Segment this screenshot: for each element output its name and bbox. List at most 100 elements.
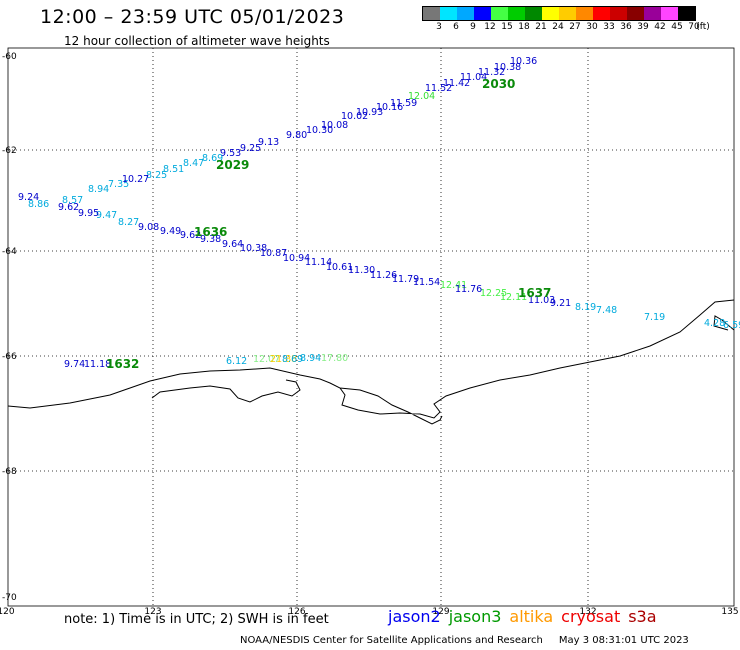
pass-time-label: 2030 xyxy=(482,77,515,91)
wave-height-label: 9.64 xyxy=(222,239,243,250)
pass-time-label: 1632 xyxy=(106,357,139,371)
legend-tick-label: 36 xyxy=(620,22,632,32)
latitude-tick-label: -60 xyxy=(2,52,17,62)
wave-height-label: 21.88 xyxy=(270,354,297,365)
wave-height-label: 12.04 xyxy=(408,91,435,102)
map-frame xyxy=(7,47,735,607)
pass-time-label: 2029 xyxy=(216,158,249,172)
latitude-tick-label: -62 xyxy=(2,146,17,156)
wave-height-label: 8.86 xyxy=(28,199,49,210)
legend-swatch xyxy=(610,7,627,20)
wave-height-label: 8.57 xyxy=(62,195,83,206)
wave-height-label: 6.59 xyxy=(723,320,740,331)
longitude-tick-label: 132 xyxy=(579,607,596,617)
graticule xyxy=(8,48,734,606)
wave-height-label: 9.95 xyxy=(78,208,99,219)
wave-height-label: 8.47 xyxy=(183,158,204,169)
wave-height-label: 10.30 xyxy=(306,125,333,136)
legend-swatch xyxy=(644,7,661,20)
wave-height-label: 10.38 xyxy=(240,243,267,254)
wave-height-label: 11.04 xyxy=(460,72,487,83)
wave-height-label: 11.59 xyxy=(390,98,417,109)
wave-height-label: 10.61 xyxy=(326,262,353,273)
legend-tick-label: 30 xyxy=(586,22,598,32)
wave-height-label: 11.26 xyxy=(370,270,397,281)
legend-tick-label: 12 xyxy=(484,22,496,32)
legend-tick-label: 33 xyxy=(603,22,615,32)
wave-height-label: 12.25 xyxy=(480,288,507,299)
color-legend: 3 6 9 12 15 18 21 24 27 30 33 36 39 42 45 70 (ft) xyxy=(422,6,710,35)
wave-height-label: 8.69 xyxy=(282,354,303,365)
wave-height-label: 4.28 xyxy=(704,318,725,329)
wave-height-label: 12.11 xyxy=(500,292,527,303)
footnote: note: 1) Time is in UTC; 2) SWH is in fe… xyxy=(64,612,329,627)
map-subtitle: 12 hour collection of altimeter wave hei… xyxy=(64,34,330,48)
wave-height-label: 10.93 xyxy=(356,107,383,118)
credit-line: NOAA/NESDIS Center for Satellite Applica… xyxy=(240,635,689,646)
wave-height-label: 11.32 xyxy=(478,67,505,78)
wave-height-label: 8.27 xyxy=(118,217,139,228)
wave-height-label: 9.38 xyxy=(200,234,221,245)
wave-height-label: 11.03 xyxy=(528,295,555,306)
wave-height-label: 9.25 xyxy=(240,143,261,154)
legend-swatch xyxy=(491,7,508,20)
longitude-tick-label: 123 xyxy=(144,607,161,617)
wave-height-label: 8.51 xyxy=(163,164,184,175)
pass-time-label: 1636 xyxy=(194,225,227,239)
satellite-name: s3a xyxy=(628,607,657,626)
legend-swatch xyxy=(593,7,610,20)
legend-swatch xyxy=(474,7,491,20)
latitude-tick-label: -64 xyxy=(2,247,17,257)
wave-height-label: 11.52 xyxy=(425,83,452,94)
wave-height-label: 11.30 xyxy=(348,265,375,276)
legend-tick-label: 70 xyxy=(688,22,700,32)
wave-height-label: 11.14 xyxy=(305,257,332,268)
latitude-tick-label: -68 xyxy=(2,467,17,477)
longitude-tick-label: 129 xyxy=(432,607,449,617)
wave-height-label: 9.08 xyxy=(138,222,159,233)
wave-height-label: 12.41 xyxy=(440,280,467,291)
longitude-tick-label: 135 xyxy=(721,607,738,617)
legend-tick-label: 15 xyxy=(501,22,513,32)
credit-timestamp: May 3 08:31:01 UTC 2023 xyxy=(558,635,689,646)
legend-swatch xyxy=(440,7,457,20)
wave-height-label: 8.19 xyxy=(575,302,596,313)
wave-height-label: 9.53 xyxy=(220,148,241,159)
wave-height-label: 11.42 xyxy=(443,78,470,89)
wave-height-label: 8.69 xyxy=(202,153,223,164)
legend-swatch xyxy=(678,7,695,20)
wave-height-label: 17.80 xyxy=(321,353,348,364)
legend-tick-label: 6 xyxy=(453,22,459,32)
wave-height-label: 11.18 xyxy=(84,359,111,370)
legend-tick-label: 39 xyxy=(637,22,649,32)
legend-swatch xyxy=(576,7,593,20)
legend-tick-label: 24 xyxy=(552,22,564,32)
legend-swatch xyxy=(525,7,542,20)
longitude-tick-label: 120 xyxy=(0,607,15,617)
wave-height-label: 9.49 xyxy=(160,226,181,237)
wave-height-label: 11.79 xyxy=(392,274,419,285)
legend-tick-label: 27 xyxy=(569,22,581,32)
legend-swatch xyxy=(627,7,644,20)
wave-height-label: 9.47 xyxy=(96,210,117,221)
pass-time-label: 1637 xyxy=(518,286,551,300)
wave-height-label: 7.48 xyxy=(596,305,617,316)
wave-height-label: 9.74 xyxy=(64,359,85,370)
wave-height-label: 10.08 xyxy=(321,120,348,131)
legend-tick-label: 3 xyxy=(436,22,442,32)
legend-swatch xyxy=(423,7,440,20)
satellite-name: cryosat xyxy=(561,607,621,626)
legend-colorbar xyxy=(422,6,696,21)
wave-height-label: 7.19 xyxy=(644,312,665,323)
wave-height-label: 9.21 xyxy=(550,298,571,309)
wave-height-label: 10.02 xyxy=(341,111,368,122)
wave-height-label: 9.24 xyxy=(18,192,39,203)
map-title: 12:00 – 23:59 UTC 05/01/2023 xyxy=(40,6,345,28)
legend-swatch xyxy=(559,7,576,20)
legend-ticks: 3 6 9 12 15 18 21 24 27 30 33 36 39 42 45 70 (ft) xyxy=(422,21,710,35)
coastline xyxy=(7,299,735,425)
legend-swatch xyxy=(661,7,678,20)
legend-swatch xyxy=(508,7,525,20)
wave-height-label: 9.62 xyxy=(58,202,79,213)
